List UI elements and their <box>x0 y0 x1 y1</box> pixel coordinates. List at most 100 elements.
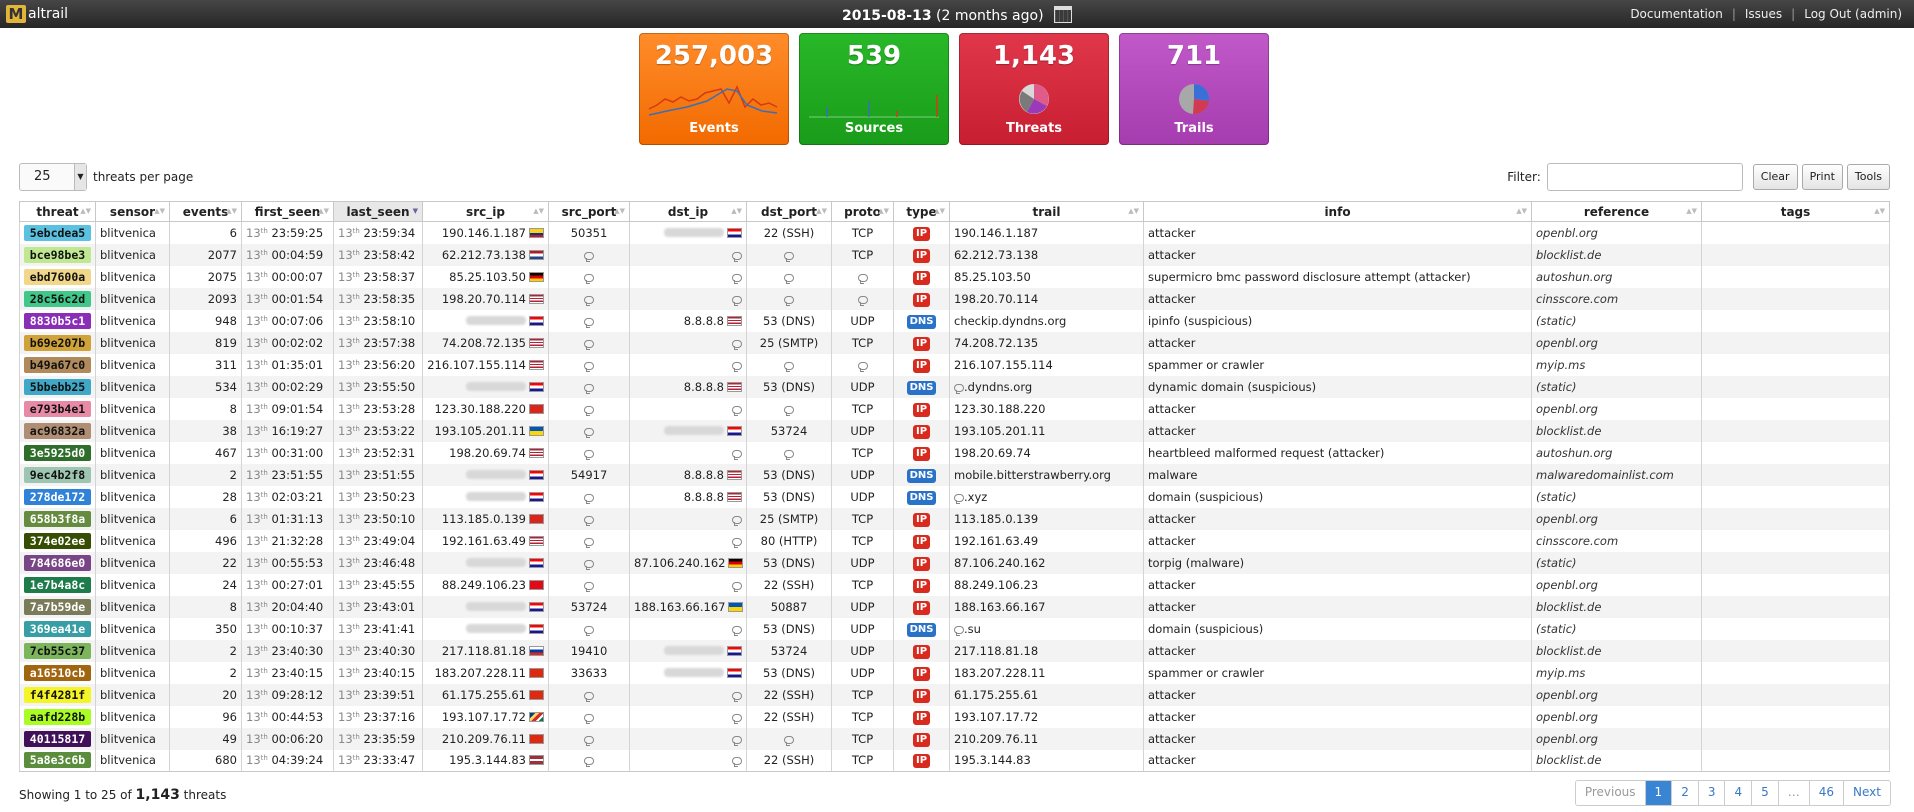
comment-icon[interactable] <box>584 581 594 592</box>
comment-icon[interactable] <box>784 295 794 306</box>
tools-button[interactable]: Tools <box>1846 164 1890 190</box>
comment-icon[interactable] <box>732 251 742 262</box>
src-ip[interactable]: 123.30.188.220 <box>434 401 526 416</box>
page-button-46[interactable]: 46 <box>1808 781 1844 805</box>
src-ip[interactable]: 192.161.63.49 <box>441 533 526 548</box>
comment-icon[interactable] <box>784 405 794 416</box>
tags-cell[interactable] <box>1701 485 1890 508</box>
trail[interactable]: 195.3.144.83 <box>954 753 1031 768</box>
sort-icon[interactable]: ▲▼ <box>533 207 544 215</box>
dst-ip[interactable]: 188.163.66.167 <box>634 599 726 614</box>
threat-cell[interactable]: b69e207b <box>19 331 96 354</box>
previous-page-button[interactable]: Previous <box>1575 781 1645 805</box>
threat-cell[interactable]: 8830b5c1 <box>19 309 96 332</box>
table-row[interactable]: b49a67c0 blitvenica 311 13th 01:35:01 13th 2… <box>19 353 1890 376</box>
column-header-src-port[interactable]: src_port ▲▼ <box>548 201 630 222</box>
threat-id[interactable]: f4f4281f <box>24 686 91 703</box>
dst-ip[interactable]: 8.8.8.8 <box>683 489 724 504</box>
threat-cell[interactable]: 7a7b59de <box>19 595 96 618</box>
comment-icon[interactable] <box>784 273 794 284</box>
threat-id[interactable]: 5a8e3c6b <box>24 752 91 769</box>
reference[interactable]: blocklist.de <box>1536 247 1602 262</box>
comment-icon[interactable] <box>732 295 742 306</box>
comment-icon[interactable] <box>584 273 594 284</box>
sort-icon[interactable]: ▲▼ <box>816 207 827 215</box>
reference[interactable]: myip.ms <box>1536 665 1586 680</box>
src-ip[interactable]: 193.105.201.11 <box>434 423 526 438</box>
src-ip[interactable]: 190.146.1.187 <box>441 225 526 240</box>
trail[interactable]: 87.106.240.162 <box>954 555 1046 570</box>
trail[interactable]: 210.209.76.11 <box>954 731 1039 746</box>
tags-cell[interactable] <box>1701 617 1890 640</box>
comment-icon[interactable] <box>732 361 742 372</box>
tags-cell[interactable] <box>1701 683 1890 706</box>
threat-cell[interactable]: 9ec4b2f8 <box>19 463 96 486</box>
src-ip[interactable]: 198.20.69.74 <box>449 445 526 460</box>
trail[interactable]: 61.175.255.61 <box>954 687 1039 702</box>
events-card[interactable]: 257,003 Events <box>639 33 789 145</box>
comment-icon[interactable] <box>857 295 868 306</box>
sort-icon[interactable]: ▲▼ <box>1686 207 1697 215</box>
dst-ip[interactable]: 8.8.8.8 <box>683 467 724 482</box>
threat-id[interactable]: 9ec4b2f8 <box>24 466 91 483</box>
trail[interactable]: 198.20.70.114 <box>954 291 1039 306</box>
src-ip[interactable]: 217.118.81.18 <box>441 643 526 658</box>
sort-icon[interactable]: ▼ <box>412 207 418 215</box>
tags-cell[interactable] <box>1701 309 1890 332</box>
column-header-dst-port[interactable]: dst_port ▲▼ <box>746 201 832 222</box>
column-header-events[interactable]: events ▲▼ <box>169 201 242 222</box>
src-ip[interactable]: 62.212.73.138 <box>441 247 526 262</box>
trail[interactable]: 193.107.17.72 <box>954 709 1039 724</box>
trail[interactable]: 192.161.63.49 <box>954 533 1039 548</box>
sort-icon[interactable]: ▲▼ <box>878 207 889 215</box>
column-header-src-ip[interactable]: src_ip ▲▼ <box>422 201 549 222</box>
page-button-3[interactable]: 3 <box>1697 781 1725 805</box>
table-row[interactable]: 5bbebb25 blitvenica 534 13th 00:02:29 13th 2… <box>19 375 1890 398</box>
tags-cell[interactable] <box>1701 463 1890 486</box>
comment-icon[interactable] <box>584 515 594 526</box>
table-row[interactable]: 8830b5c1 blitvenica 948 13th 00:07:06 13th 2… <box>19 309 1890 332</box>
comment-icon[interactable] <box>584 625 594 636</box>
comment-icon[interactable] <box>584 559 594 570</box>
threats-card[interactable]: 1,143 Threats <box>959 33 1109 145</box>
table-row[interactable]: b69e207b blitvenica 819 13th 00:02:02 13th 2… <box>19 331 1890 354</box>
tags-cell[interactable] <box>1701 375 1890 398</box>
comment-icon[interactable] <box>857 273 868 284</box>
trail[interactable]: 85.25.103.50 <box>954 269 1031 284</box>
table-row[interactable]: bce98be3 blitvenica 2077 13th 00:04:59 13th … <box>19 243 1890 266</box>
src-ip[interactable]: 113.185.0.139 <box>441 511 526 526</box>
threat-cell[interactable]: 40115817 <box>19 727 96 750</box>
trail[interactable]: 190.146.1.187 <box>954 225 1039 240</box>
comment-icon[interactable] <box>732 713 742 724</box>
src-ip[interactable]: 193.107.17.72 <box>441 709 526 724</box>
logout-link[interactable]: Log Out (admin) <box>1804 7 1902 21</box>
table-row[interactable]: 1e7b4a8c blitvenica 24 13th 00:27:01 13th 23… <box>19 573 1890 596</box>
threat-id[interactable]: ac96832a <box>24 422 91 439</box>
reference[interactable]: autoshun.org <box>1536 269 1613 284</box>
comment-icon[interactable] <box>732 515 742 526</box>
threat-cell[interactable]: 5bbebb25 <box>19 375 96 398</box>
threat-cell[interactable]: 1e7b4a8c <box>19 573 96 596</box>
reference[interactable]: cinsscore.com <box>1536 291 1619 306</box>
trail[interactable]: 193.105.201.11 <box>954 423 1046 438</box>
comment-icon[interactable] <box>954 383 964 394</box>
threat-cell[interactable]: b49a67c0 <box>19 353 96 376</box>
comment-icon[interactable] <box>784 361 794 372</box>
threat-cell[interactable]: f4f4281f <box>19 683 96 706</box>
column-header-sensor[interactable]: sensor ▲▼ <box>95 201 170 222</box>
table-row[interactable]: 278de172 blitvenica 28 13th 02:03:21 13th 23… <box>19 485 1890 508</box>
reference[interactable]: openbl.org <box>1536 401 1598 416</box>
threat-id[interactable]: b69e207b <box>24 334 91 351</box>
comment-icon[interactable] <box>732 405 742 416</box>
reference[interactable]: (static) <box>1536 489 1577 504</box>
table-row[interactable]: ebd7600a blitvenica 2075 13th 00:00:07 13th … <box>19 265 1890 288</box>
per-page-select[interactable]: 25 ▼ <box>19 163 87 191</box>
threat-cell[interactable]: 658b3f8a <box>19 507 96 530</box>
page-button-4[interactable]: 4 <box>1724 781 1752 805</box>
comment-icon[interactable] <box>584 427 594 438</box>
table-row[interactable]: 40115817 blitvenica 49 13th 00:06:20 13th 23… <box>19 727 1890 750</box>
threat-cell[interactable]: e793b4e1 <box>19 397 96 420</box>
reference[interactable]: (static) <box>1536 621 1577 636</box>
column-header-last-seen[interactable]: last_seen ▼ <box>333 201 423 222</box>
reference[interactable]: openbl.org <box>1536 731 1598 746</box>
